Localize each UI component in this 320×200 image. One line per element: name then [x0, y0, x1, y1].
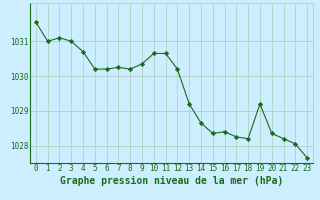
X-axis label: Graphe pression niveau de la mer (hPa): Graphe pression niveau de la mer (hPa): [60, 176, 283, 186]
